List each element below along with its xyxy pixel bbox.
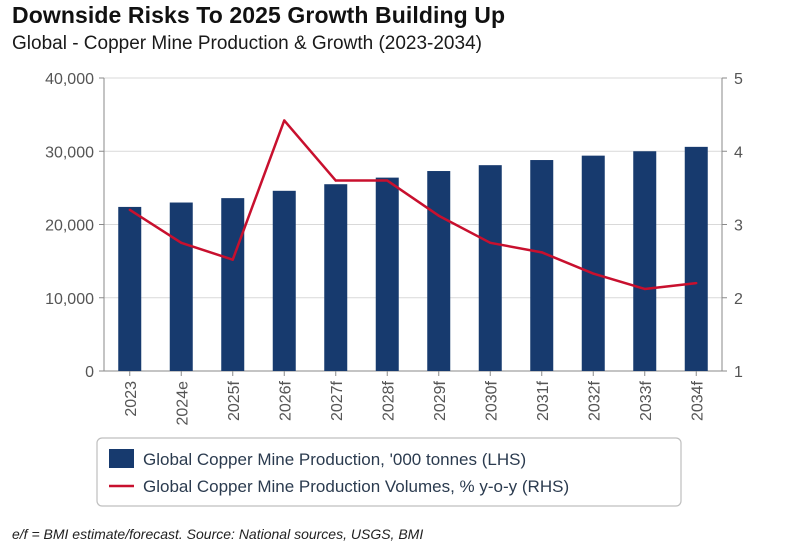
x-axis-tick-label: 2030f [483,380,500,421]
bar [478,165,502,371]
right-axis-tick-label: 1 [734,364,743,381]
left-axis-tick-label: 40,000 [45,71,94,88]
x-axis-tick-label: 2032f [586,380,603,421]
legend-line-label: Global Copper Mine Production Volumes, %… [143,477,569,496]
x-axis-tick-label: 2026f [277,380,294,421]
x-axis-tick-label: 2024e [174,381,191,426]
bar-series [118,146,708,371]
left-axis-tick-label: 30,000 [45,144,94,161]
line-point [592,272,595,275]
bar [633,151,657,371]
axis-labels: 0 10,000 20,000 30,000 40,000 1 2 3 4 5 2023 2024e 2… [45,71,743,426]
line-point [540,251,543,254]
bar [118,206,142,371]
x-axis-tick-label: 2023 [123,381,140,417]
copper-production-chart: 0 10,000 20,000 30,000 40,000 1 2 3 4 5 2023 2024e 2… [45,71,743,507]
left-axis-tick-label: 10,000 [45,291,94,308]
bar [427,171,451,371]
line-point [180,241,183,245]
line-point [334,179,337,182]
line-point [643,287,646,291]
right-axis-tick-label: 3 [734,218,743,235]
x-axis-tick-label: 2027f [329,380,346,421]
x-axis-tick-label: 2025f [226,380,243,421]
line-point [386,179,389,182]
line-point [489,241,492,245]
gridlines [104,77,722,372]
bar [169,202,193,371]
legend: Global Copper Mine Production, '000 tonn… [96,437,682,507]
bar [221,198,245,371]
line-point [695,281,698,285]
bar [684,146,708,371]
right-axis-tick-label: 4 [734,144,743,161]
line-series [128,119,698,291]
chart-title: Downside Risks To 2025 Growth Building U… [12,2,506,28]
bar [324,184,348,371]
bar [581,155,605,371]
x-axis-tick-label: 2033f [638,380,655,421]
bar [530,160,554,371]
x-axis-tick-label: 2029f [432,380,449,421]
x-axis-tick-label: 2028f [380,380,397,421]
left-axis-tick-label: 20,000 [45,218,94,235]
right-axis-tick-label: 2 [734,291,743,308]
line-series-path [129,119,697,291]
line-point [231,258,234,261]
legend-box [96,437,682,507]
line-point [128,208,131,212]
bar [272,190,296,371]
axes [99,77,727,376]
legend-bar-swatch [109,449,134,468]
bar [375,177,399,371]
line-point [283,119,286,122]
x-axis-tick-label: 2034f [689,380,706,421]
x-axis-tick-label: 2031f [535,380,552,421]
right-axis-tick-label: 5 [734,71,743,88]
line-point [437,214,440,217]
legend-bar-label: Global Copper Mine Production, '000 tonn… [143,450,526,469]
left-axis-tick-label: 0 [85,364,94,381]
source-footnote: e/f = BMI estimate/forecast. Source: Nat… [12,526,424,542]
chart-subtitle: Global - Copper Mine Production & Growth… [12,33,482,54]
